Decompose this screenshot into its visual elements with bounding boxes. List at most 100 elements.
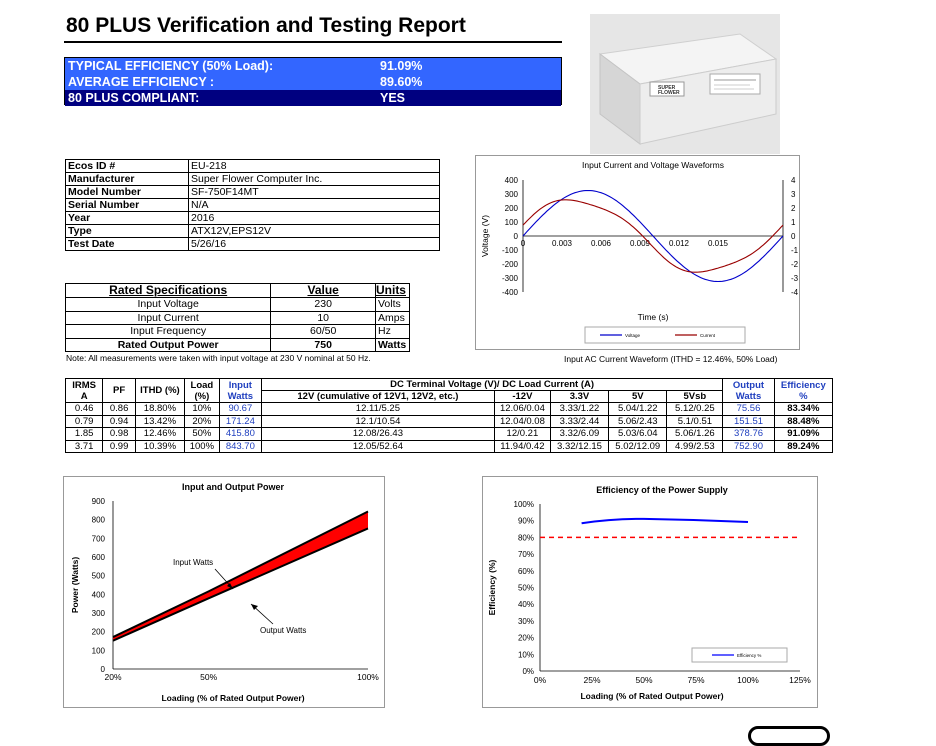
efficiency-ytick: 70% bbox=[518, 550, 534, 559]
efficiency-xtick: 100% bbox=[737, 675, 759, 685]
waveform-ytick: -200 bbox=[502, 260, 519, 269]
info-value: Super Flower Computer Inc. bbox=[188, 172, 440, 186]
waveform-ytick: 0 bbox=[514, 232, 519, 241]
rated-value: 750 bbox=[270, 337, 376, 352]
info-key: Test Date bbox=[65, 237, 189, 251]
col-irms: IRMS A bbox=[64, 378, 104, 403]
power-title: Input and Output Power bbox=[182, 482, 284, 492]
cell-v5: 5.04/1.22 bbox=[608, 402, 668, 416]
cell-input: 843.70 bbox=[218, 439, 262, 453]
power-ylabel: Power (Watts) bbox=[70, 557, 80, 614]
info-key: Type bbox=[65, 224, 189, 238]
svg-text:SUPER: SUPER bbox=[658, 85, 676, 91]
cell-irms: 3.71 bbox=[64, 439, 104, 453]
col-12v: 12V (cumulative of 12V1, 12V2, etc.) bbox=[260, 390, 495, 403]
info-value: EU-218 bbox=[188, 159, 440, 173]
col-ithd: ITHD (%) bbox=[134, 378, 185, 403]
cell-pf: 0.98 bbox=[102, 427, 136, 441]
rated-units: Volts bbox=[374, 297, 411, 312]
cell-pf: 0.99 bbox=[102, 439, 136, 453]
waveform-y2tick: 3 bbox=[791, 190, 796, 199]
waveform-legend-label: Current bbox=[700, 333, 716, 338]
cell-eff: 83.34% bbox=[773, 402, 834, 416]
waveform-series-current bbox=[522, 199, 784, 273]
compliant-value: YES bbox=[380, 91, 406, 105]
rated-header-spec: Rated Specifications bbox=[64, 283, 272, 298]
power-ytick: 300 bbox=[92, 609, 106, 618]
page-corner-shape bbox=[748, 726, 830, 746]
waveform-ytick: -300 bbox=[502, 274, 519, 283]
cell-load: 50% bbox=[183, 427, 220, 441]
table-row: 0.46 0.86 18.80% 10% 90.67 12.11/5.25 12.06/0.… bbox=[64, 402, 834, 416]
power-xtick: 50% bbox=[200, 672, 217, 682]
info-value: N/A bbox=[188, 198, 440, 212]
waveform-series-voltage bbox=[522, 189, 784, 283]
rated-row: Input Current 10 Amps bbox=[64, 310, 411, 325]
cell-irms: 0.79 bbox=[64, 414, 104, 428]
power-annotation-input: Input Watts bbox=[173, 558, 213, 567]
col-output: Output Watts bbox=[722, 378, 775, 403]
waveform-y2tick: 1 bbox=[791, 218, 796, 227]
rated-units: Watts bbox=[374, 337, 411, 352]
waveform-ytick: -100 bbox=[502, 246, 519, 255]
waveform-legend-label: Voltage bbox=[625, 333, 641, 338]
rated-row: Input Frequency 60/50 Hz bbox=[64, 324, 411, 339]
cell-vm12: 12/0.21 bbox=[493, 427, 551, 441]
waveform-y2tick: -1 bbox=[791, 246, 799, 255]
cell-v12: 12.05/52.64 bbox=[260, 439, 495, 453]
power-ytick: 100 bbox=[92, 646, 106, 655]
rated-header-value: Value bbox=[270, 283, 376, 298]
rated-value: 60/50 bbox=[270, 324, 376, 339]
cell-v5sb: 4.99/2.53 bbox=[666, 439, 724, 453]
waveform-y2tick: -4 bbox=[791, 288, 799, 297]
cell-v5: 5.02/12.09 bbox=[608, 439, 668, 453]
power-annotation-output: Output Watts bbox=[260, 626, 306, 635]
cell-v5sb: 5.1/0.51 bbox=[666, 414, 724, 428]
rated-specifications-table: Rated Specifications Value Units Input V… bbox=[64, 283, 411, 352]
cell-ithd: 13.42% bbox=[134, 414, 185, 428]
info-row: Manufacturer Super Flower Computer Inc. bbox=[65, 172, 440, 186]
measurement-note: Note: All measurements were taken with i… bbox=[66, 353, 371, 363]
cell-output: 752.90 bbox=[722, 439, 775, 453]
col-m12v: -12V bbox=[493, 390, 551, 403]
rated-units: Amps bbox=[374, 310, 411, 325]
info-value: SF-750F14MT bbox=[188, 185, 440, 199]
power-ytick: 400 bbox=[92, 590, 106, 599]
cell-input: 171.24 bbox=[218, 414, 262, 428]
title-rule bbox=[64, 41, 562, 43]
cell-v5: 5.06/2.43 bbox=[608, 414, 668, 428]
rated-row: Input Voltage 230 Volts bbox=[64, 297, 411, 312]
col-33v: 3.3V bbox=[549, 390, 610, 403]
average-efficiency-row: AVERAGE EFFICIENCY : 89.60% bbox=[65, 74, 561, 90]
efficiency-ytick: 80% bbox=[518, 533, 534, 542]
average-efficiency-value: 89.60% bbox=[380, 75, 423, 89]
efficiency-summary: TYPICAL EFFICIENCY (50% Load): 91.09% AV… bbox=[64, 57, 562, 106]
info-key: Ecos ID # bbox=[65, 159, 189, 173]
cell-v5sb: 5.06/1.26 bbox=[666, 427, 724, 441]
table-row: 0.79 0.94 13.42% 20% 171.24 12.1/10.54 12.04/0… bbox=[64, 414, 834, 428]
cell-load: 20% bbox=[183, 414, 220, 428]
rated-header-units: Units bbox=[374, 283, 411, 298]
cell-ithd: 12.46% bbox=[134, 427, 185, 441]
waveform-y2tick: 4 bbox=[791, 176, 796, 185]
cell-v33: 3.33/1.22 bbox=[549, 402, 610, 416]
waveform-ytick: 400 bbox=[505, 176, 519, 185]
waveform-chart: Input Current and Voltage Waveforms40030… bbox=[475, 155, 800, 350]
waveform-y2tick: -2 bbox=[791, 260, 799, 269]
cell-irms: 1.85 bbox=[64, 427, 104, 441]
efficiency-xlabel: Loading (% of Rated Output Power) bbox=[580, 691, 723, 701]
cell-v5: 5.03/6.04 bbox=[608, 427, 668, 441]
rated-row: Rated Output Power 750 Watts bbox=[64, 337, 411, 352]
col-input: Input Watts bbox=[218, 378, 262, 403]
power-series-line bbox=[112, 510, 369, 638]
info-key: Year bbox=[65, 211, 189, 225]
cell-output: 378.76 bbox=[722, 427, 775, 441]
cell-eff: 89.24% bbox=[773, 439, 834, 453]
power-ytick: 700 bbox=[92, 534, 106, 543]
power-ytick: 600 bbox=[92, 553, 106, 562]
cell-v12: 12.08/26.43 bbox=[260, 427, 495, 441]
col-dc-group: DC Terminal Voltage (V)/ DC Load Current… bbox=[260, 378, 724, 391]
waveform-xlabel: Time (s) bbox=[638, 312, 669, 322]
cell-pf: 0.86 bbox=[102, 402, 136, 416]
rated-value: 230 bbox=[270, 297, 376, 312]
